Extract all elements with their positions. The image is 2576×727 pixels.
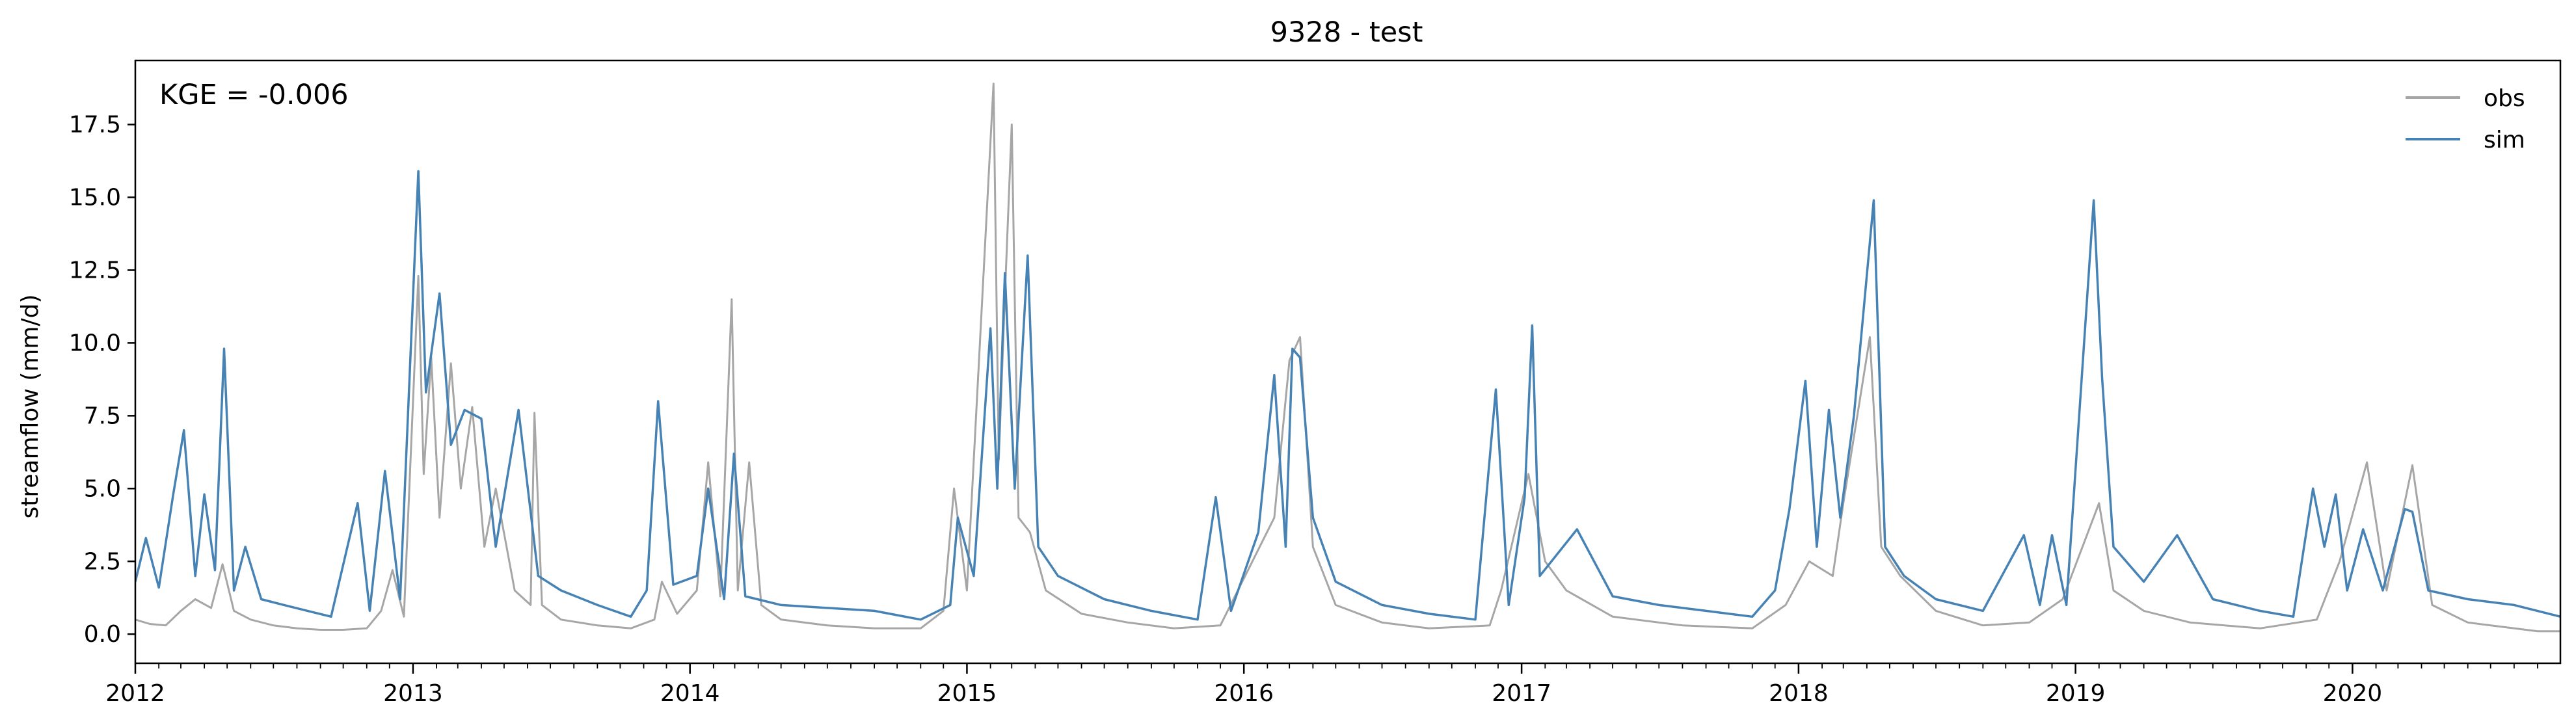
y-axis-label: streamflow (mm/d) (17, 295, 44, 519)
x-tick-label: 2019 (2046, 680, 2106, 707)
legend: obs sim (2406, 85, 2525, 153)
x-tick-label: 2012 (105, 680, 165, 707)
y-tick-label: 12.5 (69, 257, 121, 284)
series-line-obs (135, 83, 2560, 633)
y-tick-label: 2.5 (84, 548, 121, 575)
x-tick-label: 2020 (2323, 680, 2383, 707)
y-tick-label: 7.5 (84, 403, 121, 429)
plot-frame (134, 59, 2562, 665)
x-tick-label: 2016 (1214, 680, 1274, 707)
y-tick-label: 5.0 (84, 475, 121, 502)
y-tick-label: 0.0 (84, 621, 121, 648)
legend-label-obs: obs (2484, 85, 2525, 112)
x-tick-label: 2013 (383, 680, 443, 707)
x-tick-label: 2015 (937, 680, 997, 707)
x-axis: 2012 2013 2014 2015 2016 2017 2018 2019 2020 (105, 663, 2538, 707)
y-tick-label: 17.5 (69, 112, 121, 139)
y-axis: 0.0 2.5 5.0 7.5 10.0 12.5 15.0 17.5 (69, 112, 135, 648)
kge-annotation: KGE = -0.006 (159, 79, 349, 111)
legend-label-sim: sim (2484, 127, 2525, 153)
y-tick-label: 15.0 (69, 184, 121, 211)
series-layer (135, 83, 2560, 633)
chart-title: 9328 - test (1270, 16, 1423, 49)
x-tick-label: 2017 (1492, 680, 1551, 707)
y-tick-label: 10.0 (69, 330, 121, 356)
x-tick-label: 2014 (660, 680, 720, 707)
x-tick-label: 2018 (1769, 680, 1829, 707)
series-line-sim (135, 170, 2560, 621)
